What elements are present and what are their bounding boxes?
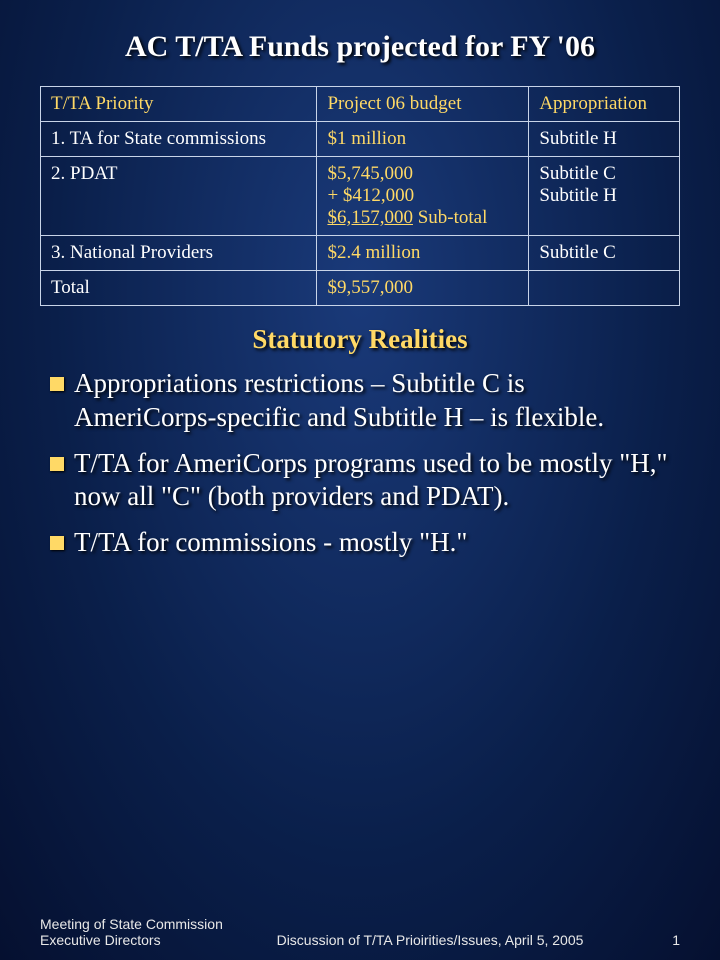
cell-approp	[529, 271, 680, 306]
cell-budget: $1 million	[317, 122, 529, 157]
table-row: Total $9,557,000	[41, 271, 680, 306]
approp-line: Subtitle C	[539, 163, 669, 185]
bullet-marker-icon	[50, 457, 64, 471]
table-header-row: T/TA Priority Project 06 budget Appropri…	[41, 87, 680, 122]
footer-left: Meeting of State Commission Executive Di…	[40, 916, 240, 948]
budget-subtotal: $6,157,000 Sub-total	[327, 207, 518, 229]
slide-title: AC T/TA Funds projected for FY '06	[40, 30, 680, 64]
bullet-list: Appropriations restrictions – Subtitle C…	[40, 367, 680, 560]
cell-approp: Subtitle C	[529, 236, 680, 271]
cell-approp: Subtitle H	[529, 122, 680, 157]
bullet-text: Appropriations restrictions – Subtitle C…	[74, 367, 670, 435]
header-budget: Project 06 budget	[317, 87, 529, 122]
table-row: 2. PDAT $5,745,000 + $412,000 $6,157,000…	[41, 157, 680, 236]
bullet-text: T/TA for AmeriCorps programs used to be …	[74, 447, 670, 515]
section-title: Statutory Realities	[40, 324, 680, 355]
budget-line: + $412,000	[327, 185, 518, 207]
table-row: 1. TA for State commissions $1 million S…	[41, 122, 680, 157]
cell-priority: 3. National Providers	[41, 236, 317, 271]
budget-line: $5,745,000	[327, 163, 518, 185]
slide: AC T/TA Funds projected for FY '06 T/TA …	[0, 0, 720, 560]
bullet-item: T/TA for commissions - mostly "H."	[50, 526, 670, 560]
table-row: 3. National Providers $2.4 million Subti…	[41, 236, 680, 271]
approp-line: Subtitle H	[539, 185, 669, 207]
footer-center: Discussion of T/TA Prioirities/Issues, A…	[240, 932, 620, 948]
cell-priority: 1. TA for State commissions	[41, 122, 317, 157]
cell-priority: 2. PDAT	[41, 157, 317, 236]
cell-budget: $5,745,000 + $412,000 $6,157,000 Sub-tot…	[317, 157, 529, 236]
header-priority: T/TA Priority	[41, 87, 317, 122]
cell-budget: $9,557,000	[317, 271, 529, 306]
cell-budget: $2.4 million	[317, 236, 529, 271]
bullet-marker-icon	[50, 536, 64, 550]
bullet-text: T/TA for commissions - mostly "H."	[74, 526, 467, 560]
cell-priority: Total	[41, 271, 317, 306]
bullet-item: T/TA for AmeriCorps programs used to be …	[50, 447, 670, 515]
header-appropriation: Appropriation	[529, 87, 680, 122]
footer-page-number: 1	[620, 932, 680, 948]
funds-table: T/TA Priority Project 06 budget Appropri…	[40, 86, 680, 306]
cell-approp: Subtitle C Subtitle H	[529, 157, 680, 236]
bullet-item: Appropriations restrictions – Subtitle C…	[50, 367, 670, 435]
bullet-marker-icon	[50, 377, 64, 391]
slide-footer: Meeting of State Commission Executive Di…	[0, 916, 720, 948]
